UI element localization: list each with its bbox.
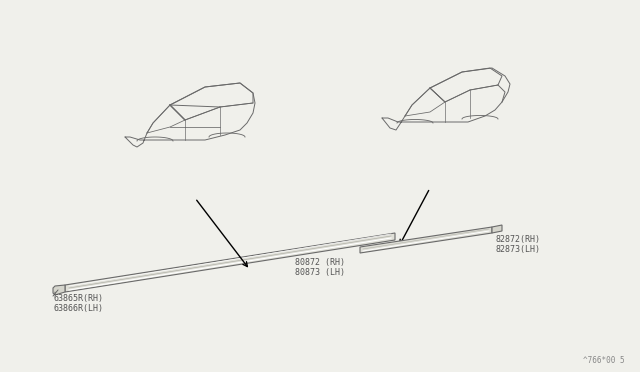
Polygon shape [492,225,502,233]
Text: 63866R(LH): 63866R(LH) [53,304,103,312]
Polygon shape [53,285,65,295]
Text: 80873 (LH): 80873 (LH) [295,267,345,276]
Text: 82873(LH): 82873(LH) [496,244,541,253]
Text: 82872(RH): 82872(RH) [496,234,541,244]
Text: ^766*00 5: ^766*00 5 [584,356,625,365]
Polygon shape [360,227,492,253]
Polygon shape [65,233,395,292]
Text: 80872 (RH): 80872 (RH) [295,257,345,266]
Text: 63865R(RH): 63865R(RH) [53,294,103,302]
